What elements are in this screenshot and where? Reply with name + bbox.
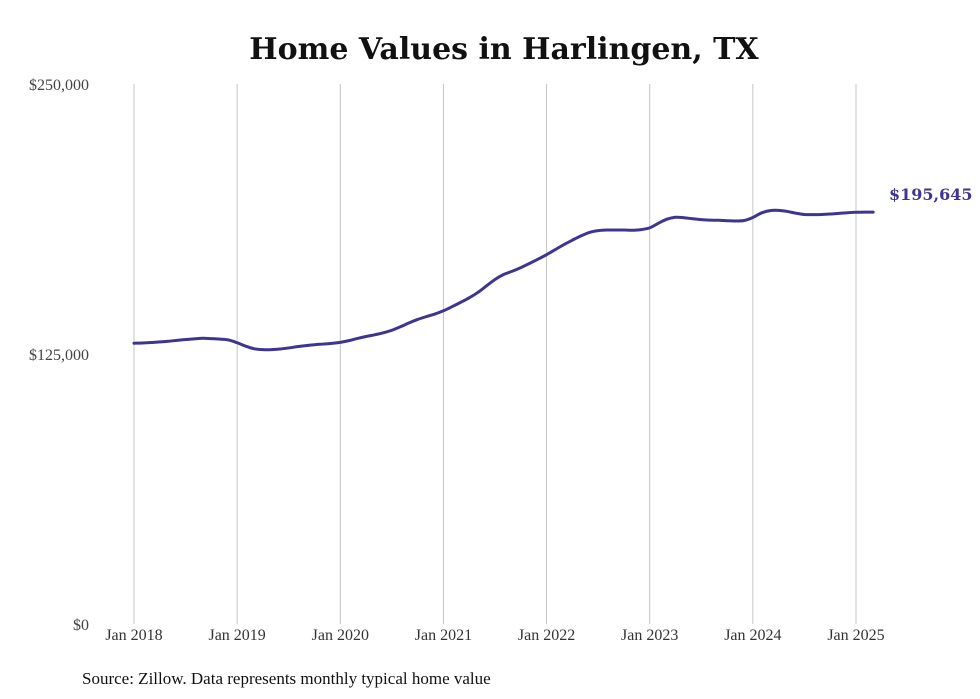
x-tick-label: Jan 2018 [105, 627, 162, 644]
home-value-line [132, 208, 875, 352]
source-note: Source: Zillow. Data represents monthly … [82, 669, 491, 688]
x-tick-label: Jan 2022 [518, 627, 575, 644]
x-tick-label: Jan 2021 [415, 627, 472, 644]
x-axis-tick-labels: Jan 2018 Jan 2019 Jan 2020 Jan 2021 Jan 2022… [105, 627, 884, 644]
y-axis-tick-labels: $0 $125,000 $250,000 [29, 77, 89, 634]
x-tick-label: Jan 2023 [621, 627, 678, 644]
x-tick-label: Jan 2025 [827, 627, 884, 644]
y-tick-label: $0 [73, 617, 89, 634]
x-tick-label: Jan 2024 [724, 627, 781, 644]
chart-title: Home Values in Harlingen, TX [249, 32, 759, 67]
vertical-gridlines [133, 84, 857, 624]
x-tick-label: Jan 2019 [208, 627, 265, 644]
y-tick-label: $125,000 [29, 347, 89, 364]
y-tick-label: $250,000 [29, 77, 89, 94]
latest-value-label: $195,645 [889, 185, 973, 204]
x-tick-label: Jan 2020 [312, 627, 369, 644]
